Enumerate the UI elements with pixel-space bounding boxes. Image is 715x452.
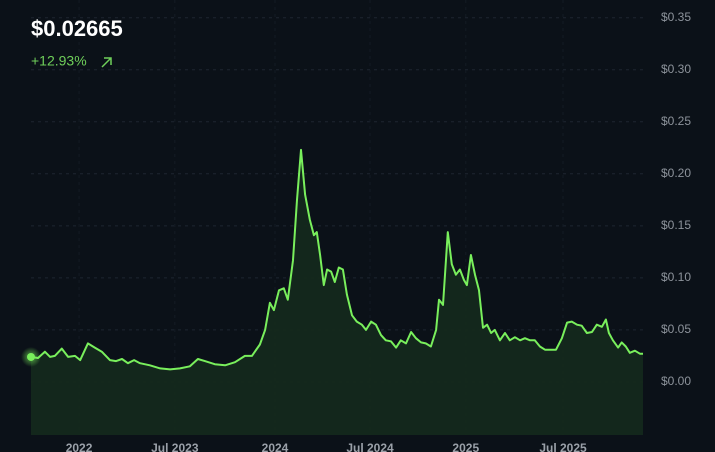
price-change: +12.93% bbox=[31, 53, 87, 69]
x-tick-label: 2022 bbox=[66, 441, 93, 452]
x-tick-label: Jul 2023 bbox=[151, 441, 199, 452]
price-line bbox=[30, 148, 643, 371]
y-tick-label: $0.30 bbox=[661, 62, 691, 76]
y-tick-label: $0.35 bbox=[661, 10, 691, 24]
y-tick-label: $0.15 bbox=[661, 218, 691, 232]
x-tick-label: Jul 2024 bbox=[346, 441, 394, 452]
area-fill bbox=[31, 149, 643, 435]
y-tick-label: $0.10 bbox=[661, 270, 691, 284]
x-tick-label: Jul 2025 bbox=[539, 441, 587, 452]
y-tick-label: $0.25 bbox=[661, 114, 691, 128]
y-tick-label: $0.00 bbox=[661, 374, 691, 388]
y-tick-label: $0.05 bbox=[661, 322, 691, 336]
start-point bbox=[27, 352, 35, 361]
price: $0.02665 bbox=[31, 16, 123, 41]
trend-arrow bbox=[101, 57, 112, 68]
y-tick-label: $0.20 bbox=[661, 166, 691, 180]
x-tick-label: 2025 bbox=[452, 441, 479, 452]
x-tick-label: 2024 bbox=[262, 441, 289, 452]
